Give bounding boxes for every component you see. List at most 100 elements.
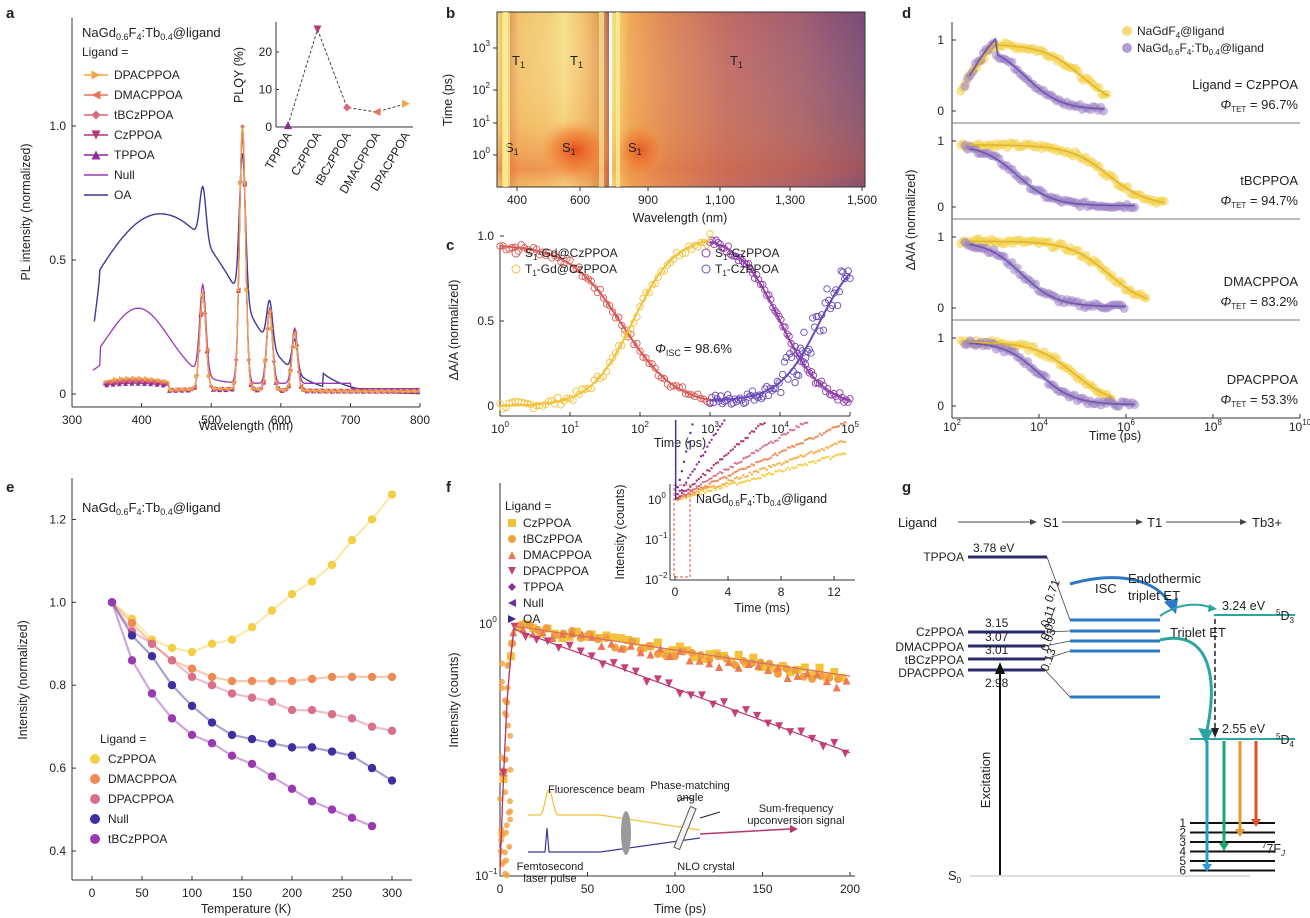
e-point-Null-7 <box>247 734 257 744</box>
f-inset-point-1 <box>733 477 737 480</box>
c-legend-label-0: S1-Gd@CzPPOA <box>525 246 618 262</box>
a-legend-marker-3 <box>91 130 101 140</box>
f-inset-point-1 <box>729 479 732 482</box>
f-point-0 <box>558 634 567 643</box>
f-point-3 <box>609 659 618 668</box>
b-streak-3 <box>616 12 620 187</box>
c-fit-s1gd <box>499 245 711 402</box>
c-point-t1gd <box>584 384 592 392</box>
d-point-purple-0 <box>1007 57 1017 67</box>
f-point-2 <box>597 641 606 650</box>
f-inset-point-2 <box>752 464 756 467</box>
c-point-t1c <box>794 371 803 380</box>
d-ytick-1-0: 1 <box>937 33 944 47</box>
f-inset-point-4 <box>727 452 730 455</box>
c-point-s1gd <box>605 301 614 310</box>
f-point-3 <box>819 742 828 751</box>
a-marker-DPACPPOA <box>119 376 124 381</box>
a-marker-DPACPPOA <box>407 388 412 394</box>
f-inset-point-0 <box>797 463 800 467</box>
e-legend: CzPPOA DMACPPOA DPACPPOA Null tBCzPPOA <box>90 752 177 846</box>
f-inset-point-3 <box>729 465 732 468</box>
e-legend-label-2: DPACPPOA <box>108 792 174 806</box>
c-point-s1gd <box>587 277 595 285</box>
a-marker-DPACPPOA <box>144 376 149 381</box>
a-inset-point-4 <box>402 99 410 108</box>
f-legend-marker-0 <box>508 519 516 527</box>
f-inset-point-0 <box>829 457 832 461</box>
f-inset-point-0 <box>731 481 735 485</box>
f-inset-point-1 <box>695 490 698 493</box>
e-point-DMACPPOA-7 <box>247 676 257 686</box>
c-point-t1gd <box>657 267 665 275</box>
d-fit-yellow-1 <box>969 144 1166 204</box>
f-point-3 <box>753 711 762 720</box>
e-fit-2 <box>111 601 393 732</box>
f-schematic-label-4: upconversion signal <box>747 815 844 827</box>
f-inset-point-1 <box>835 442 838 446</box>
f-inset-point-0 <box>714 488 718 491</box>
f-inset-point-3 <box>797 425 800 429</box>
f-inset-point-5 <box>720 422 724 426</box>
e-point-Null-5 <box>207 718 217 727</box>
f-inset-point-0 <box>803 462 807 466</box>
e-ylabel: Intensity (normalized) <box>16 620 30 740</box>
e-point-DPACPPOA-10 <box>307 705 317 715</box>
f-inset-point-1 <box>810 450 813 453</box>
d-point-yellow-1 <box>1159 196 1169 206</box>
f-inset-point-0 <box>752 477 756 480</box>
d-fit-purple-3 <box>969 342 1135 406</box>
e-point-DMACPPOA-9 <box>287 676 297 686</box>
f-inset-point-4 <box>735 443 739 446</box>
f-point-2 <box>587 632 596 641</box>
f-point-2 <box>842 676 851 685</box>
f-point-2 <box>607 639 616 648</box>
f-inset-point-1 <box>720 483 724 486</box>
f-inset-point-2 <box>744 467 747 470</box>
f-inset-point-3 <box>790 429 794 432</box>
f-inset-point-2 <box>737 468 741 472</box>
f-inset-point-1 <box>778 461 781 465</box>
f-point-1 <box>731 661 740 670</box>
g-level-energy-1: 3.15 <box>985 616 1009 630</box>
panel-g: g Ligand S1 T1 Tb3+ TPPOACzPPOADMACPPOAt… <box>895 479 1295 885</box>
a-marker-DPACPPOA <box>212 386 218 392</box>
e-point-tBCzPPOA-12 <box>347 813 357 823</box>
f-inset-point-1 <box>837 440 841 444</box>
f-inset-point-4 <box>704 473 707 477</box>
g-level-energy-3: 3.01 <box>985 643 1009 657</box>
f-point-1 <box>739 656 748 665</box>
panel-label-b: b <box>446 5 455 22</box>
a-marker-DPACPPOA <box>219 386 225 392</box>
e-legend-label-4: tBCzPPOA <box>108 832 167 846</box>
f-inset-point-2 <box>835 425 838 429</box>
f-inset-point-1 <box>750 473 754 476</box>
d-ligand-label-2: DMACPPOA <box>1224 274 1299 289</box>
a-legend-label-2: tBCzPPOA <box>114 108 173 122</box>
a-spectrum-Null <box>92 133 420 390</box>
b-ytick-1: 101 <box>472 114 490 130</box>
e-ytick-3: 1.0 <box>49 595 66 609</box>
a-xlabel: Wavelength (nm) <box>199 419 294 433</box>
f-inset-point-3 <box>740 460 743 463</box>
a-marker-DPACPPOA <box>400 388 406 394</box>
e-point-tBCzPPOA-1 <box>127 656 137 665</box>
c-point-t1c <box>833 301 842 310</box>
a-marker-TPPOA <box>116 381 122 387</box>
f-inset-point-3 <box>695 485 698 488</box>
f-inset-point-1 <box>757 470 760 474</box>
f-inset-point-2 <box>774 452 777 455</box>
f-schematic-label-2: angle <box>677 792 704 804</box>
f-inset-point-1 <box>767 464 771 468</box>
d-legend-label-0: NaGdF4@ligand <box>1137 24 1224 40</box>
e-point-DPACPPOA-4 <box>187 672 197 682</box>
d-fit-yellow-2 <box>969 240 1148 300</box>
f-legend-label-2: DMACPPOA <box>523 548 592 562</box>
f-legend-marker-3 <box>508 567 516 575</box>
f-inset-point-1 <box>814 450 817 454</box>
a-marker-DPACPPOA <box>125 375 131 381</box>
f-schematic: Fluorescence beam Phase-matching angle S… <box>517 780 845 885</box>
f-inset-point-4 <box>725 453 728 457</box>
f-legend-label-6: OA <box>523 612 540 626</box>
f-inset-point-2 <box>827 429 830 432</box>
